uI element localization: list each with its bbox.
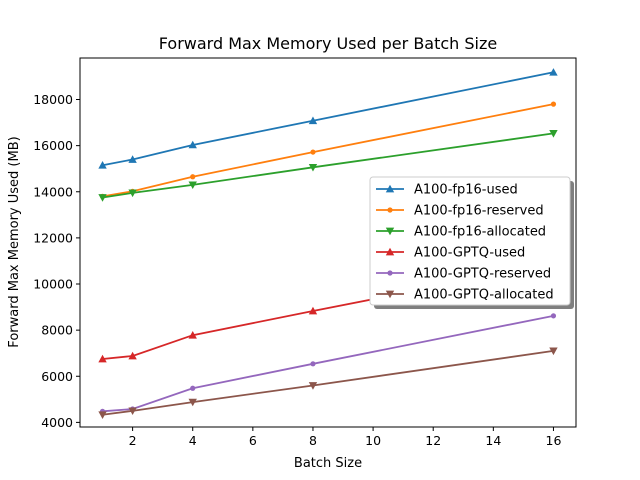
data-point-5-3 xyxy=(308,382,318,390)
y-tick-label: 16000 xyxy=(33,138,73,153)
legend: A100-fp16-used A100-fp16-reserved A100-fp1… xyxy=(369,176,574,309)
x-tick-label: 4 xyxy=(189,433,197,448)
legend-items: A100-fp16-used A100-fp16-reserved A100-fp1… xyxy=(376,183,554,303)
x-tick-label: 16 xyxy=(546,433,562,448)
y-axis-label: Forward Max Memory Used (MB) xyxy=(7,136,22,347)
legend-marker-2 xyxy=(385,227,395,236)
x-tick-label: 2 xyxy=(129,433,137,448)
legend-marker-3 xyxy=(385,247,395,256)
y-tick-label: 10000 xyxy=(33,277,73,292)
data-point-5-4 xyxy=(549,347,558,356)
x-tick-label: 8 xyxy=(309,433,317,448)
data-point-0-1 xyxy=(128,155,137,163)
legend-label-3: A100-GPTQ-used xyxy=(414,246,525,261)
data-point-4-4 xyxy=(550,313,557,319)
data-point-1-4 xyxy=(550,101,557,107)
data-point-4-3 xyxy=(310,361,316,367)
x-tick-label: 14 xyxy=(485,433,501,448)
data-point-2-0 xyxy=(98,194,107,202)
y-tick-label: 18000 xyxy=(33,92,73,107)
legend-marker-0 xyxy=(385,184,395,193)
legend-marker-4 xyxy=(387,270,393,276)
y-tick-label: 12000 xyxy=(33,230,73,245)
legend-marker-1 xyxy=(387,207,393,213)
legend-label-4: A100-GPTQ-reserved xyxy=(414,267,551,282)
data-point-0-3 xyxy=(308,116,318,125)
data-point-0-0 xyxy=(98,161,107,169)
x-axis: 2 4 6 8 10 12 14 16 xyxy=(129,427,562,448)
x-tick-label: 10 xyxy=(365,433,381,448)
data-point-0-2 xyxy=(188,140,197,149)
x-tick-label: 12 xyxy=(425,433,441,448)
plot-frame xyxy=(79,57,577,428)
legend-label-1: A100-fp16-reserved xyxy=(414,204,544,219)
data-point-2-3 xyxy=(308,163,318,172)
data-point-2-2 xyxy=(188,181,197,190)
data-point-2-1 xyxy=(128,189,137,198)
data-point-2-4 xyxy=(549,130,558,138)
legend-label-5: A100-GPTQ-allocated xyxy=(414,288,554,303)
series-markers xyxy=(98,68,558,419)
data-point-4-2 xyxy=(190,385,196,391)
y-tick-label: 14000 xyxy=(33,184,73,199)
x-axis-label: Batch Size xyxy=(294,456,362,471)
legend-box xyxy=(369,176,571,306)
data-point-0-4 xyxy=(549,68,558,76)
data-point-3-1 xyxy=(128,351,137,360)
y-tick-label: 6000 xyxy=(41,369,73,384)
data-point-1-3 xyxy=(310,149,316,155)
y-tick-label: 4000 xyxy=(41,415,73,430)
chart-title: Forward Max Memory Used per Batch Size xyxy=(159,34,497,53)
data-point-3-3 xyxy=(308,306,318,315)
y-axis: 4000 6000 8000 10000 12000 14000 16000 18000 xyxy=(33,92,80,430)
data-point-3-2 xyxy=(188,331,197,339)
data-point-1-2 xyxy=(190,174,196,180)
data-point-5-1 xyxy=(128,407,137,416)
x-tick-label: 6 xyxy=(249,433,257,448)
data-point-5-0 xyxy=(98,411,107,419)
legend-label-2: A100-fp16-allocated xyxy=(414,225,546,240)
legend-label-0: A100-fp16-used xyxy=(414,183,518,198)
data-point-5-2 xyxy=(188,398,197,407)
data-point-3-0 xyxy=(98,354,107,363)
legend-marker-5 xyxy=(385,290,395,299)
y-tick-label: 8000 xyxy=(41,323,73,338)
